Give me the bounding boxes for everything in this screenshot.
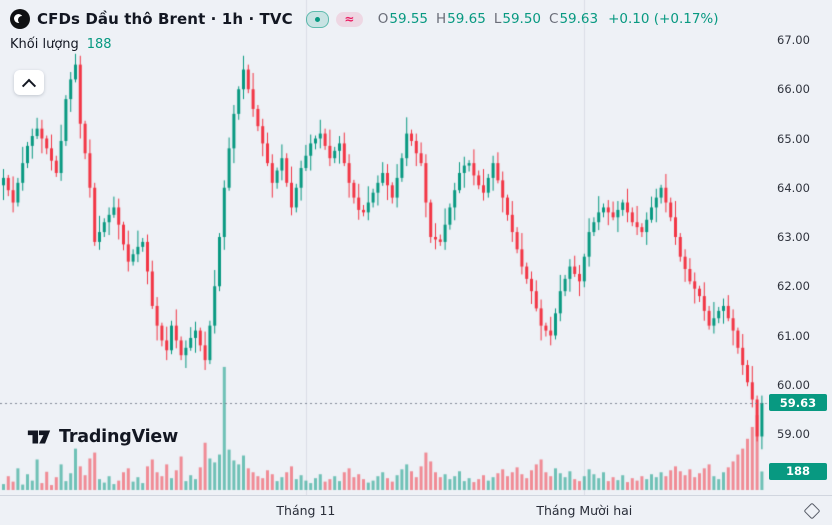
diamond-icon[interactable]: [803, 502, 821, 520]
tradingview-watermark-text: TradingView: [59, 427, 179, 447]
ohlc-high-value: 59.65: [447, 11, 486, 27]
tradingview-watermark[interactable]: TradingView: [26, 424, 178, 450]
price-tick: 63.00: [777, 230, 810, 244]
indicator-dot-icon[interactable]: [305, 10, 329, 28]
price-tick: 61.00: [777, 328, 810, 343]
ohlc-low-label: L: [493, 11, 502, 27]
ohlc-close-value: 59.63: [559, 11, 599, 27]
price-tick: 60.00: [777, 377, 810, 392]
chevron-up-icon: [21, 78, 37, 93]
dot-icon: [314, 16, 320, 22]
chart-legend: CFDs Dầu thô Brent · 1h · TVC ≈ O 59.55 H…: [10, 8, 719, 52]
price-tick: 62.00: [777, 279, 810, 294]
volume-study-value: 188: [86, 37, 112, 52]
price-scale[interactable]: 67.00 66.00 65.00 64.00 63.00 62.00 61.00 60.00…: [770, 0, 832, 495]
ohlc-readout: O 59.55 H 59.65 L 59.50 C 59.63 +0.10 (+0.17…: [378, 11, 719, 27]
tradingview-logo-icon: [27, 430, 51, 444]
volume-study-label[interactable]: Khối lượng: [10, 37, 79, 52]
time-axis-label: Tháng 11: [276, 503, 336, 518]
ohlc-open-value: 59.55: [389, 11, 429, 27]
last-price-badge: 59.63: [769, 394, 827, 412]
symbol-logo-icon: [10, 9, 30, 29]
price-tick: 64.00: [777, 180, 810, 195]
price-change: +0.10 (+0.17%): [608, 11, 719, 27]
price-tick: 65.00: [777, 131, 810, 146]
ohlc-high-label: H: [436, 11, 447, 27]
time-axis[interactable]: Tháng 11 Tháng Mười hai: [0, 495, 832, 525]
ohlc-open-label: O: [377, 11, 389, 27]
ohlc-low-value: 59.50: [502, 11, 542, 27]
ohlc-close-label: C: [549, 11, 559, 27]
price-tick: 59.00: [777, 427, 810, 441]
last-volume-badge: 188: [769, 462, 827, 480]
time-axis-label: Tháng Mười hai: [536, 503, 633, 518]
collapse-legend-button[interactable]: [14, 70, 44, 95]
price-tick: 66.00: [777, 82, 810, 97]
indicator-wave-icon[interactable]: ≈: [335, 11, 363, 27]
price-tick: 67.00: [777, 33, 810, 47]
candlestick-chart-canvas[interactable]: [0, 0, 832, 495]
symbol-title[interactable]: CFDs Dầu thô Brent · 1h · TVC: [37, 10, 293, 28]
